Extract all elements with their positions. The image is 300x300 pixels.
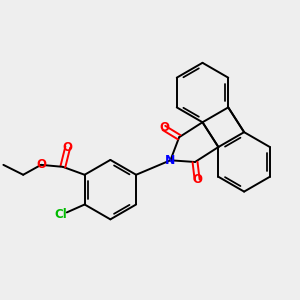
Text: O: O <box>36 158 46 171</box>
Text: O: O <box>159 122 169 134</box>
Text: N: N <box>165 154 176 167</box>
Text: Cl: Cl <box>55 208 67 221</box>
Text: O: O <box>192 173 202 186</box>
Text: O: O <box>63 140 73 154</box>
